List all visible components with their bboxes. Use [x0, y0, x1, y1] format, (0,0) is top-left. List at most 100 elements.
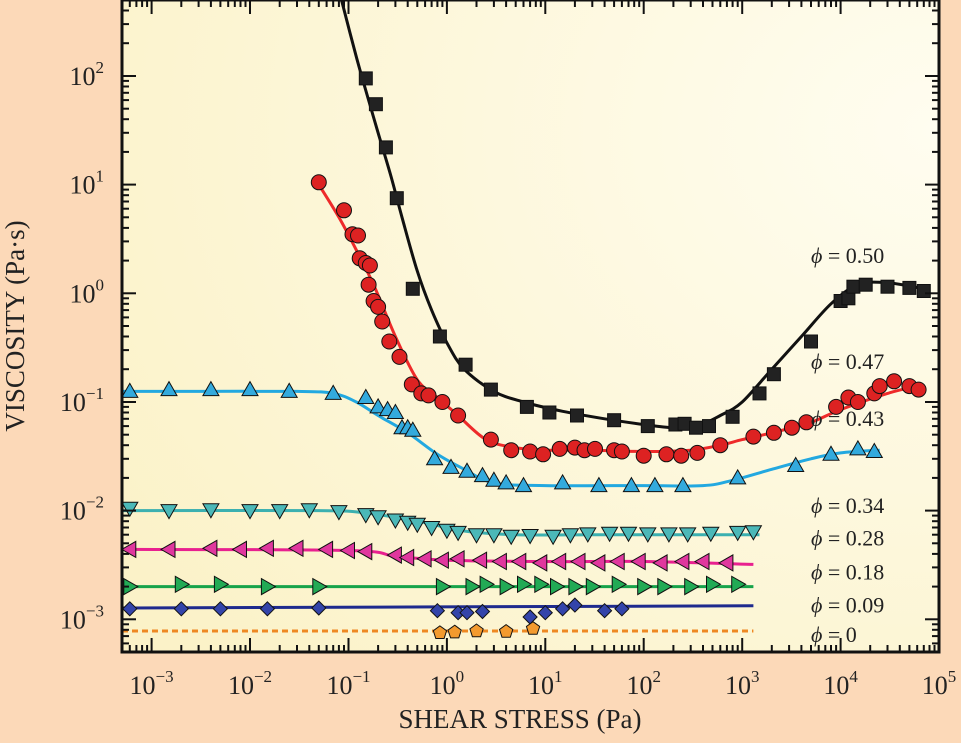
series-label-phi0-18: ϕ = 0.18	[811, 560, 884, 585]
series-points-phi0-34	[120, 501, 763, 546]
data-point-phi0-18	[465, 577, 482, 596]
data-point-phi0-28	[201, 539, 218, 558]
x-tick-label: 103	[725, 667, 760, 700]
data-point-phi0-34	[160, 504, 178, 520]
data-point-phi0-47	[381, 333, 398, 350]
data-point-phi0-18	[550, 577, 566, 596]
x-axis-title: SHEAR STRESS (Pa)	[398, 704, 641, 734]
data-point-phi0-34	[678, 527, 697, 543]
data-point-phi0-28	[159, 540, 176, 559]
series-points-phi0-28	[120, 539, 734, 572]
data-point-phi0-50	[702, 419, 716, 434]
data-point-phi0-28	[231, 540, 247, 559]
data-point-phi0-50	[519, 399, 534, 414]
data-point-phi0-47	[828, 398, 845, 415]
data-point-phi0-50	[846, 279, 861, 294]
y-tick-label: 10−2	[60, 493, 104, 526]
x-tick-label: 10−3	[130, 667, 174, 700]
data-point-phi0-28	[258, 539, 274, 558]
data-point-phi0-47	[361, 257, 378, 274]
data-point-phi0-18	[568, 577, 584, 596]
data-point-phi0-50	[858, 277, 873, 292]
data-point-phi0-47	[522, 443, 539, 460]
data-point-phi0	[447, 624, 462, 639]
data-point-phi0-34	[202, 503, 220, 519]
data-point-phi0-43	[786, 456, 805, 472]
data-point-phi0-28	[433, 551, 449, 570]
data-point-phi0-34	[744, 525, 763, 541]
series-label-phi0: ϕ = 0	[811, 622, 857, 647]
data-point-phi0-50	[916, 284, 931, 298]
data-point-phi0-47	[673, 447, 690, 464]
data-point-phi0-43	[120, 382, 139, 398]
data-point-phi0-18	[534, 575, 550, 594]
series-label-phi0-50: ϕ = 0.50	[811, 243, 884, 268]
data-point-phi0-18	[213, 575, 230, 594]
data-point-phi0-50	[542, 405, 557, 420]
data-point-phi0-43	[865, 442, 884, 458]
data-point-phi0-34	[728, 525, 747, 542]
tick-labels: 10−3 10−2 10−1 100 101 102 103 104 105 10−3 10−2 10…	[60, 58, 956, 700]
data-point-phi0-09	[212, 601, 229, 617]
series-points-phi0-47	[310, 174, 927, 464]
data-point-phi0-50	[405, 281, 420, 296]
data-point-phi0-50	[902, 280, 917, 295]
data-point-phi0-47	[420, 387, 437, 404]
series-label-phi0-43: ϕ = 0.43	[811, 406, 884, 431]
data-point-phi0-47	[783, 419, 800, 436]
data-point-phi0-28	[652, 554, 668, 572]
data-point-phi0-28	[550, 552, 567, 571]
data-point-phi0-34	[408, 517, 427, 534]
data-point-phi0-34	[422, 521, 441, 537]
data-point-phi0-09	[554, 601, 571, 617]
data-point-phi0-50	[389, 191, 404, 206]
data-point-phi0-34	[369, 510, 387, 526]
data-point-phi0	[498, 623, 514, 638]
data-point-phi0-47	[886, 373, 903, 390]
data-point-phi0-28	[317, 540, 334, 559]
data-point-phi0-50	[725, 409, 740, 424]
series-points-phi0-09	[122, 597, 630, 625]
data-point-phi0-34	[120, 501, 139, 518]
data-point-phi0-47	[587, 440, 603, 457]
data-point-phi0-28	[510, 552, 527, 571]
data-point-phi0-47	[712, 437, 729, 454]
data-point-phi0-34	[521, 529, 539, 545]
data-point-phi0-47	[849, 394, 866, 410]
data-point-phi0-47	[482, 431, 499, 448]
data-point-phi0-09	[474, 603, 491, 620]
data-point-phi0-18	[657, 577, 673, 596]
data-point-phi0-18	[435, 577, 452, 596]
data-point-phi0-09	[596, 602, 613, 619]
data-point-phi0-09	[429, 602, 446, 619]
data-point-phi0-43	[369, 397, 387, 414]
data-point-phi0-47	[374, 313, 391, 330]
data-point-phi0-28	[398, 548, 415, 567]
data-point-phi0-50	[368, 97, 383, 112]
data-point-phi0	[525, 621, 541, 635]
series-points-phi0-43	[120, 380, 884, 493]
data-point-phi0-34	[270, 504, 289, 520]
data-point-phi0	[469, 623, 484, 638]
x-tick-label: 101	[528, 667, 563, 700]
data-point-phi0-18	[312, 577, 328, 596]
data-point-phi0-50	[570, 408, 584, 423]
y-tick-label: 10−3	[60, 601, 104, 634]
data-point-phi0-18	[174, 575, 191, 594]
series-label-phi0-47: ϕ = 0.47	[811, 349, 884, 374]
data-point-phi0-09	[173, 601, 190, 617]
data-point-phi0-09	[567, 597, 583, 613]
data-point-phi0-47	[503, 442, 520, 459]
data-point-phi0-50	[841, 291, 856, 306]
data-point-phi0-47	[745, 428, 762, 445]
data-point-phi0-47	[310, 174, 327, 191]
data-point-phi0-18	[731, 575, 747, 594]
data-point-phi0-47	[689, 444, 706, 461]
data-point-phi0-47	[450, 407, 467, 424]
data-point-phi0-18	[479, 575, 496, 594]
data-point-phi0-50	[880, 279, 895, 294]
data-point-phi0-28	[287, 539, 304, 558]
data-point-phi0-34	[578, 527, 597, 543]
data-point-phi0-28	[630, 552, 646, 571]
data-point-phi0-50	[358, 71, 373, 86]
